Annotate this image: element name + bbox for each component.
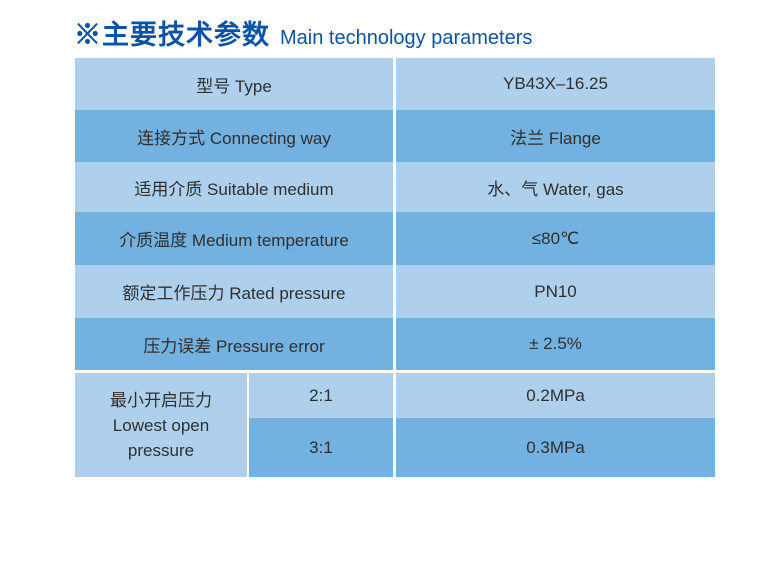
column-divider xyxy=(247,373,249,477)
table-row: 2:1 0.2MPa xyxy=(249,373,715,418)
column-divider xyxy=(393,212,396,265)
merged-label-english-line1: Lowest open xyxy=(112,415,210,435)
ratio-cell: 3:1 xyxy=(309,437,333,457)
column-divider xyxy=(393,265,396,318)
merged-label-english-line2: pressure xyxy=(127,440,195,460)
row-value-medium-temperature: ≤80℃ xyxy=(531,228,580,248)
title-chinese: ※主要技术参数 xyxy=(74,20,270,50)
row-label-medium-temperature: 介质温度 Medium temperature xyxy=(119,231,349,250)
column-divider xyxy=(393,162,396,212)
sub-rows: 2:1 0.2MPa 3:1 0.3MPa xyxy=(249,373,715,477)
row-value-rated-pressure: PN10 xyxy=(534,281,577,301)
merged-label-cell: 最小开启压力 Lowest open pressure xyxy=(75,373,247,477)
row-divider xyxy=(75,370,715,373)
column-divider xyxy=(393,418,396,477)
table-row: 3:1 0.3MPa xyxy=(249,418,715,477)
row-value-suitable-medium: 水、气 Water, gas xyxy=(487,179,624,199)
pressure-value-cell: 0.3MPa xyxy=(526,437,585,457)
parameters-table: 型号 Type YB43X–16.25 连接方式 Connecting way … xyxy=(75,58,715,477)
merged-label-chinese: 最小开启压力 xyxy=(110,390,212,410)
column-divider xyxy=(393,110,396,162)
row-value-type: YB43X–16.25 xyxy=(503,74,608,93)
column-divider xyxy=(393,58,396,110)
row-label-type: 型号 Type xyxy=(196,76,272,96)
table-row: 连接方式 Connecting way 法兰 Flange xyxy=(75,110,715,162)
row-label-connecting-way: 连接方式 Connecting way xyxy=(137,128,331,148)
row-label-pressure-error: 压力误差 Pressure error xyxy=(143,336,325,356)
column-divider xyxy=(393,318,396,370)
table-row: 额定工作压力 Rated pressure PN10 xyxy=(75,265,715,318)
table-row: 型号 Type YB43X–16.25 xyxy=(75,58,715,110)
pressure-value-cell: 0.2MPa xyxy=(526,385,585,405)
row-label-rated-pressure: 额定工作压力 Rated pressure xyxy=(122,284,346,303)
table-row: 压力误差 Pressure error ± 2.5% xyxy=(75,318,715,370)
row-value-connecting-way: 法兰 Flange xyxy=(510,128,601,148)
table-row: 介质温度 Medium temperature ≤80℃ xyxy=(75,212,715,265)
page-title: ※主要技术参数 Main technology parameters xyxy=(74,13,532,52)
ratio-cell: 2:1 xyxy=(309,385,333,405)
lowest-open-pressure-section: 最小开启压力 Lowest open pressure 2:1 0.2MPa 3… xyxy=(75,373,715,477)
table-row: 适用介质 Suitable medium 水、气 Water, gas xyxy=(75,162,715,212)
column-divider xyxy=(393,373,396,418)
row-label-suitable-medium: 适用介质 Suitable medium xyxy=(134,179,334,199)
title-english: Main technology parameters xyxy=(280,27,533,49)
row-value-pressure-error: ± 2.5% xyxy=(529,334,582,353)
